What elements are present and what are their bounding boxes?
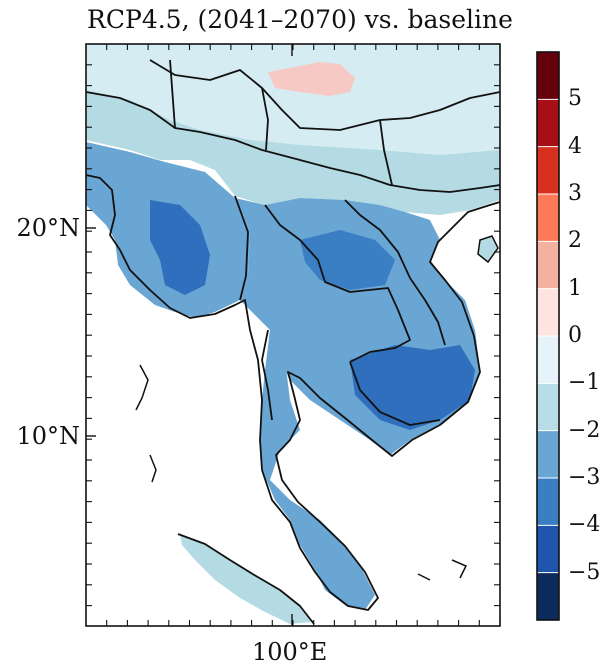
border-sumatra [177,533,315,625]
border-china-south [85,91,501,193]
colorbar-label: 0 [568,323,582,348]
colorbar-swatch [537,99,559,148]
colorbar-label: −3 [568,465,600,490]
lat-label-20n: 20°N [16,214,80,242]
colorbar-swatch [537,525,559,574]
map-title: RCP4.5, (2041–2070) vs. baseline [87,5,513,34]
colorbar-frame [536,51,560,621]
colorbar-label: −1 [568,370,600,396]
land-peninsula [260,330,375,610]
colorbar-swatch [537,430,559,479]
border-thailand-laos [264,204,411,363]
border-laos-vietnam [344,199,446,346]
land-sumatra [180,535,312,624]
colorbar-label: −5 [568,559,600,585]
land-laos-dark [300,230,395,290]
colorbar-swatch [537,146,559,195]
colorbar-swatch [537,572,559,621]
land-transition-band [86,90,500,215]
colorbar-swatch [537,52,559,100]
colorbar-swatch [537,241,559,290]
land-shading [86,44,500,624]
border-china-inner [169,59,393,186]
colorbar-label: −2 [568,417,600,443]
minor-ticks [86,44,501,626]
colorbar-label: −4 [568,512,600,538]
lat-label-10n: 10°N [16,422,80,450]
colorbar-swatch [537,336,559,384]
border-myanmar-thailand [234,195,249,301]
colorbar [537,52,559,621]
axis-ticks [86,44,293,626]
islands [135,235,499,581]
colorbar-swatch [537,478,559,526]
lon-label-100e: 100°E [252,638,328,666]
colorbar-label: 3 [568,181,582,206]
land-warming-patch [268,62,355,96]
colorbar-swatch [537,383,559,432]
country-borders [85,59,501,625]
colorbar-label: 2 [568,228,582,254]
colorbar-label: 4 [568,133,582,159]
colorbar-label: 5 [568,86,582,112]
colorbar-swatch [537,194,559,242]
land-cambodia-dark [350,345,475,430]
colorbar-label: 1 [568,275,582,301]
border-china-provinces [149,59,501,131]
land-myanmar-dark [150,200,210,295]
border-peninsula-west [261,329,273,421]
border-coast-west [85,174,501,611]
border-cambodia [349,361,441,426]
colorbar-swatch [537,288,559,337]
